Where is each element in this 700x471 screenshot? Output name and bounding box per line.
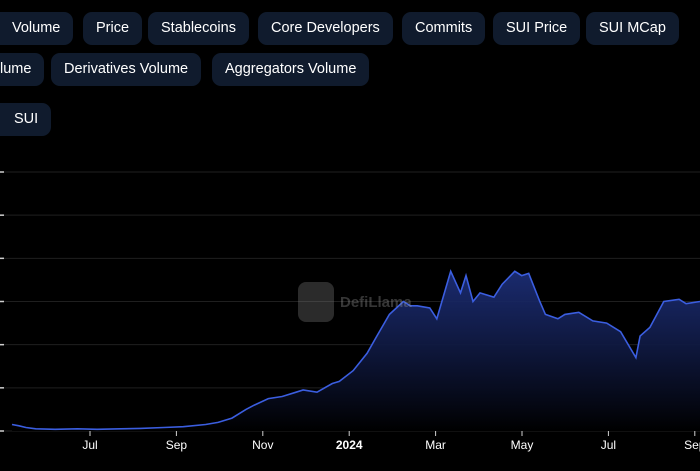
metric-button-core-developers[interactable]: Core Developers <box>258 12 393 45</box>
metric-button-sui[interactable]: SUI <box>0 103 52 136</box>
chart-area: Jul Sep Nov 2024 Mar May Jul Sep <box>0 150 700 466</box>
x-tick-label-2: Nov <box>252 438 273 452</box>
x-tick-label-7: Sep <box>684 438 700 452</box>
metric-button-sui-price[interactable]: SUI Price <box>493 12 581 45</box>
watermark-text: DefiLlama <box>340 293 412 311</box>
metric-button-derivatives-volume[interactable]: Derivatives Volume <box>51 53 202 86</box>
metric-button-lume[interactable]: lume <box>0 53 45 86</box>
x-tick-label-0: Jul <box>82 438 97 452</box>
metric-button-volume[interactable]: Volume <box>0 12 74 45</box>
x-axis: Jul Sep Nov 2024 Mar May Jul Sep <box>82 431 700 452</box>
llama-logo-icon <box>298 282 334 322</box>
x-tick-label-4: Mar <box>425 438 446 452</box>
tvl-chart: Jul Sep Nov 2024 Mar May Jul Sep <box>0 171 700 452</box>
x-tick-label-1: Sep <box>166 438 188 452</box>
x-tick-label-6: Jul <box>601 438 616 452</box>
x-tick-label-5: May <box>511 438 534 452</box>
metric-button-aggregators-volume[interactable]: Aggregators Volume <box>212 53 370 86</box>
series-line <box>11 269 700 431</box>
metric-button-stablecoins[interactable]: Stablecoins <box>148 12 249 45</box>
metric-button-commits[interactable]: Commits <box>402 12 486 45</box>
x-tick-label-3: 2024 <box>336 438 363 452</box>
series-area <box>12 271 700 431</box>
metric-button-price[interactable]: Price <box>83 12 143 45</box>
y-axis <box>0 171 4 432</box>
defillama-watermark: DefiLlama <box>298 282 412 322</box>
metric-button-sui-mcap[interactable]: SUI MCap <box>586 12 679 45</box>
